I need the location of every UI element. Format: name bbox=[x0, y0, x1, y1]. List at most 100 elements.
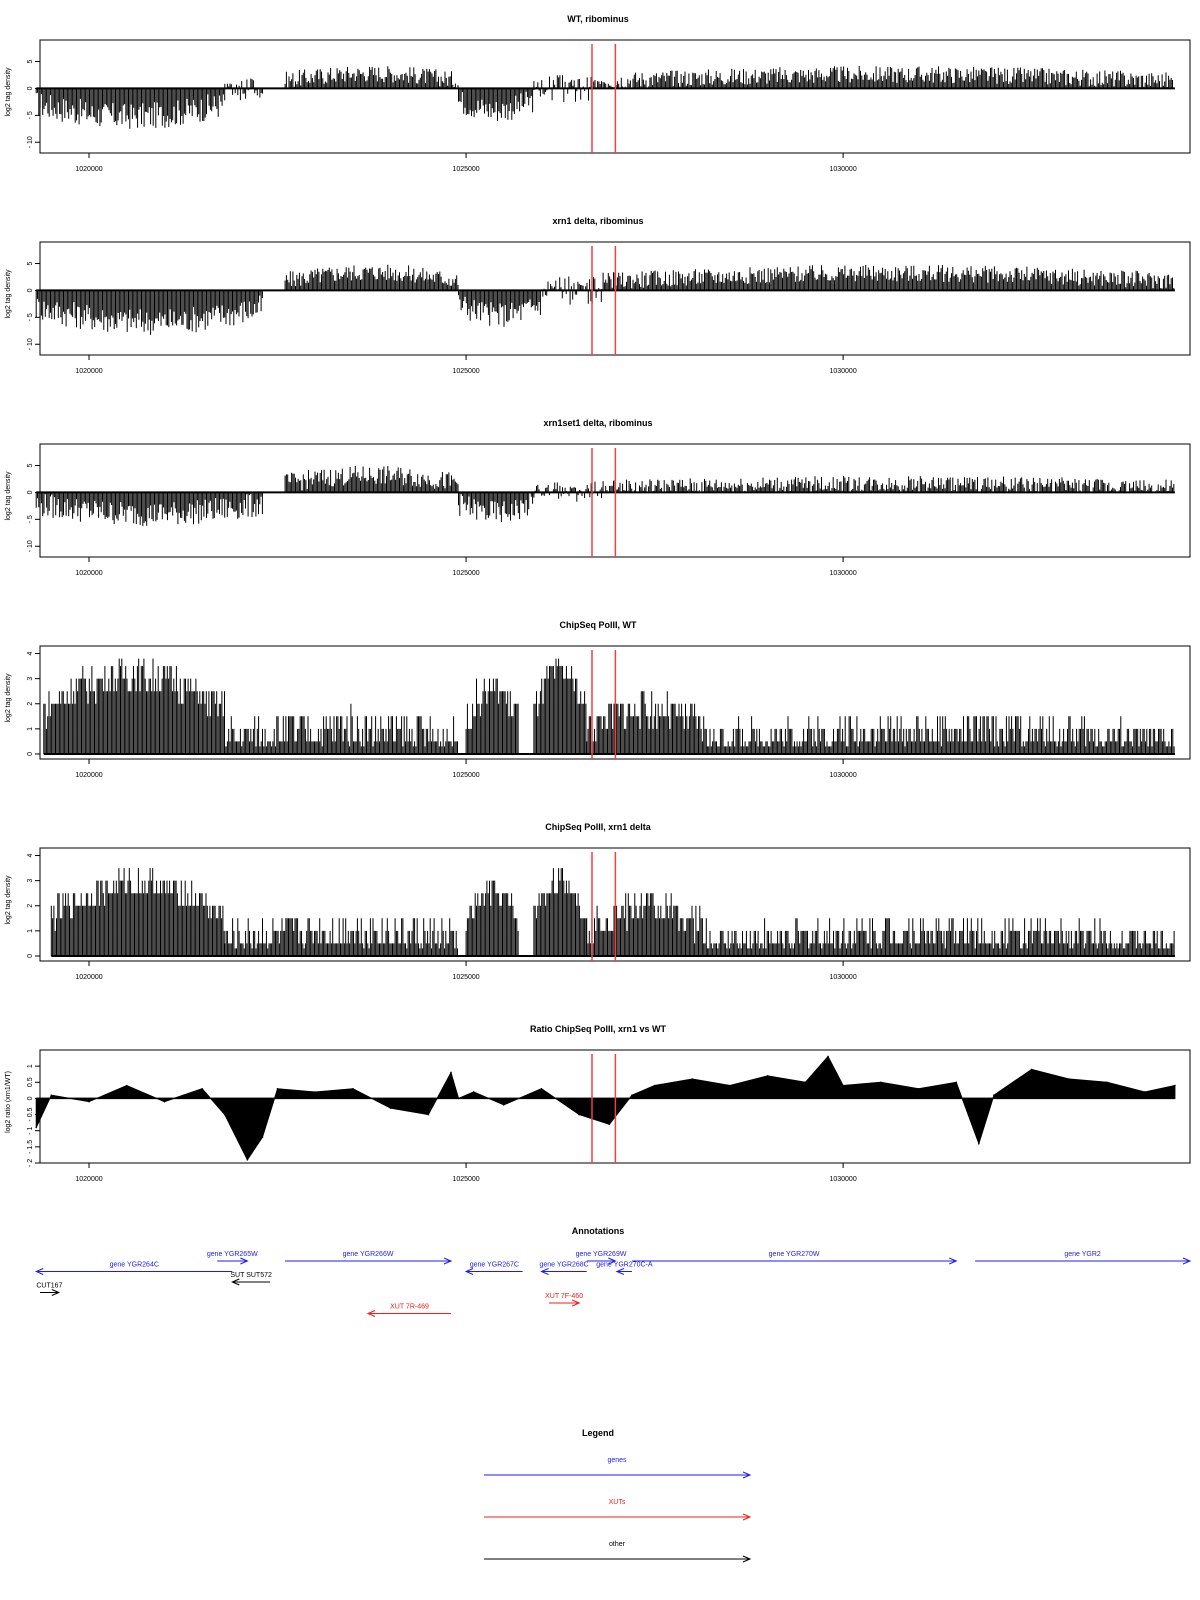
y-tick-label: 3 bbox=[27, 677, 34, 681]
legend-label: genes bbox=[607, 1457, 627, 1464]
signal-bars bbox=[43, 658, 225, 754]
data-point bbox=[993, 1094, 995, 1096]
x-tick-label: 1030000 bbox=[829, 772, 856, 779]
data-point bbox=[1068, 1078, 1071, 1080]
feature-label: CUT167 bbox=[36, 1283, 62, 1290]
arrowhead bbox=[615, 1268, 625, 1275]
x-tick-label: 1025000 bbox=[452, 368, 479, 375]
signal-bars bbox=[533, 658, 587, 754]
signal-bars bbox=[35, 290, 263, 335]
data-point bbox=[578, 1113, 580, 1116]
signal-bars bbox=[706, 716, 1175, 754]
y-tick-label: - 5 bbox=[27, 515, 34, 523]
x-tick-label: 1025000 bbox=[452, 1176, 479, 1183]
plot-area: - 2 - 1.5 - 1 - 0.5 0 0.5 1 1020000 1025000 10300… bbox=[27, 1049, 1191, 1183]
arrowhead bbox=[240, 1257, 249, 1265]
y-tick-label: - 1 bbox=[27, 1127, 34, 1135]
data-point bbox=[1106, 1081, 1108, 1084]
data-point bbox=[766, 1075, 769, 1077]
y-tick-label: - 5 bbox=[27, 111, 34, 119]
data-point bbox=[955, 1081, 958, 1084]
plot-area: 0 1 2 3 4 1020000 1025000 1030000 bbox=[27, 645, 1191, 779]
data-point bbox=[389, 1107, 392, 1109]
y-tick-label: 1 bbox=[27, 1064, 34, 1068]
y-tick-label: 3 bbox=[27, 879, 34, 883]
panel-title: ChipSeq PolII, WT bbox=[560, 620, 637, 630]
feature-label: gene YGR270W bbox=[769, 1251, 820, 1258]
chipseq-wt-panel: ChipSeq PolII, WT log2 tag density 0 1 2 3 4… bbox=[5, 620, 1191, 779]
data-point bbox=[653, 1084, 656, 1087]
x-tick-label: 1020000 bbox=[75, 166, 102, 173]
y-axis-label: log2 tag density bbox=[5, 673, 12, 723]
signal-bars bbox=[706, 918, 1175, 956]
data-point bbox=[804, 1081, 807, 1084]
feature-label: gene YGR267C bbox=[470, 1262, 519, 1269]
data-point bbox=[729, 1084, 731, 1087]
plot-area: 0 1 2 3 4 1020000 1025000 1030000 bbox=[27, 847, 1191, 981]
data-point bbox=[540, 1087, 543, 1090]
data-point bbox=[314, 1091, 317, 1093]
xrn1-ribominus-panel: xrn1 delta, ribominus log2 tag density -… bbox=[5, 216, 1191, 375]
y-tick-label: 5 bbox=[27, 261, 34, 265]
y-tick-label: 0 bbox=[27, 752, 34, 756]
data-point bbox=[842, 1084, 844, 1087]
data-point bbox=[502, 1104, 505, 1106]
x-tick-label: 1020000 bbox=[75, 974, 102, 981]
y-tick-label: 4 bbox=[27, 651, 34, 655]
x-tick-label: 1030000 bbox=[829, 368, 856, 375]
signal-bars bbox=[35, 492, 263, 527]
arrowhead bbox=[366, 1310, 376, 1317]
signal-bars bbox=[284, 66, 459, 89]
y-tick-label: 5 bbox=[27, 59, 34, 63]
x-tick-label: 1020000 bbox=[75, 368, 102, 375]
x-tick-label: 1030000 bbox=[829, 570, 856, 577]
signal-bars bbox=[224, 918, 458, 956]
x-tick-label: 1030000 bbox=[829, 974, 856, 981]
arrowhead bbox=[571, 1299, 581, 1307]
signal-bars bbox=[465, 880, 519, 956]
data-point bbox=[276, 1087, 279, 1090]
data-point bbox=[35, 1126, 38, 1129]
y-tick-label: 0 bbox=[27, 490, 34, 494]
feature-label: gene YGR269W bbox=[576, 1251, 627, 1258]
arrowhead bbox=[34, 1268, 44, 1275]
x-tick-label: 1025000 bbox=[452, 974, 479, 981]
x-tick-label: 1025000 bbox=[452, 166, 479, 173]
signal-bars bbox=[586, 893, 707, 956]
wt-ribominus-panel: WT, ribominus log2 tag density - 10 - 5 0 5… bbox=[5, 14, 1191, 173]
arrowhead bbox=[51, 1289, 61, 1296]
data-point bbox=[1174, 1084, 1176, 1087]
legend-label: other bbox=[609, 1541, 626, 1548]
data-point bbox=[246, 1158, 249, 1161]
y-axis-label: log2 tag density bbox=[5, 471, 12, 521]
signal-bars bbox=[284, 264, 459, 291]
y-tick-label: 0 bbox=[27, 954, 34, 958]
data-point bbox=[223, 1113, 226, 1116]
signal-bars bbox=[224, 703, 458, 754]
y-tick-label: - 10 bbox=[27, 540, 34, 552]
x-tick-label: 1030000 bbox=[829, 1176, 856, 1183]
y-tick-label: - 5 bbox=[27, 313, 34, 321]
y-tick-label: 0 bbox=[27, 288, 34, 292]
panel-title: Ratio ChipSeq PolII, xrn1 vs WT bbox=[530, 1024, 667, 1034]
arrowhead bbox=[464, 1268, 474, 1275]
data-point bbox=[1030, 1068, 1033, 1071]
y-tick-label: - 2 bbox=[27, 1159, 34, 1167]
data-point bbox=[631, 1094, 633, 1096]
plot-area: - 10 - 5 0 5 1020000 1025000 1030000 bbox=[27, 241, 1191, 375]
signal-bars bbox=[601, 66, 1175, 89]
data-point bbox=[880, 1081, 882, 1084]
arrowhead bbox=[231, 1278, 240, 1286]
data-point bbox=[978, 1142, 980, 1145]
signal-bars bbox=[50, 868, 225, 956]
y-tick-label: 4 bbox=[27, 853, 34, 857]
x-tick-label: 1025000 bbox=[452, 772, 479, 779]
y-tick-label: - 0.5 bbox=[27, 1107, 34, 1121]
data-point bbox=[608, 1123, 611, 1126]
y-axis-label: log2 tag density bbox=[5, 269, 12, 319]
signal-bars bbox=[601, 476, 1175, 493]
data-point bbox=[917, 1087, 920, 1090]
arrowhead bbox=[1182, 1257, 1192, 1265]
y-tick-label: 1 bbox=[27, 727, 34, 731]
